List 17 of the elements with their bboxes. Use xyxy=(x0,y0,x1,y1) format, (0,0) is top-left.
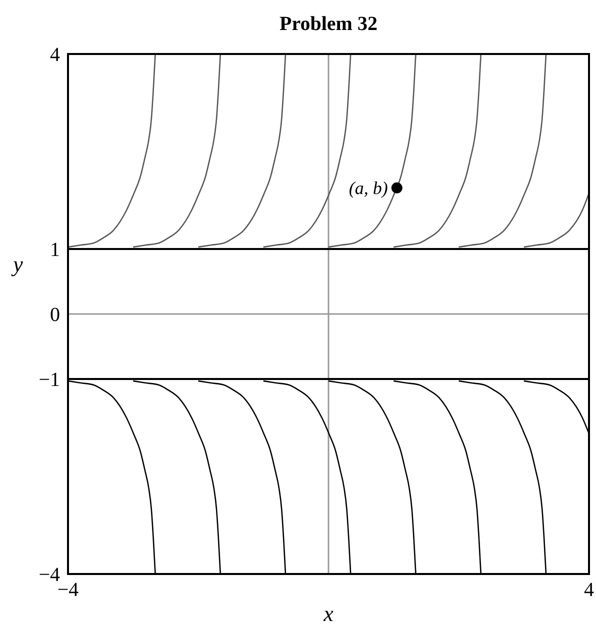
line-series xyxy=(132,54,222,248)
line-series xyxy=(68,54,156,248)
line-series xyxy=(458,54,547,248)
line-series xyxy=(392,54,482,248)
y-tick-label: −4 xyxy=(38,564,60,586)
line-series xyxy=(523,192,589,248)
annotation: (a, b) xyxy=(348,178,388,198)
line-series xyxy=(328,54,416,248)
line-series xyxy=(198,54,286,248)
y-tick-label: 0 xyxy=(50,304,60,326)
y-tick-label: 1 xyxy=(50,239,60,261)
y-axis-title: y xyxy=(11,252,24,276)
line-series xyxy=(262,54,352,248)
y-tick-label: 4 xyxy=(50,44,60,66)
x-axis-title: x xyxy=(322,601,334,626)
y-tick-label: −1 xyxy=(38,369,60,391)
chart-title: Problem 32 xyxy=(280,13,378,35)
